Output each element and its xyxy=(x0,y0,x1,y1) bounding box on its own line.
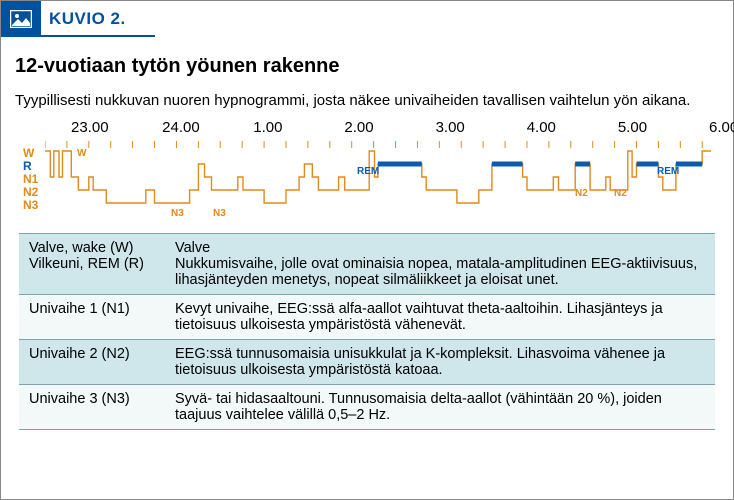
figure-frame: KUVIO 2. 12-vuotiaan tytön yöunen rakenn… xyxy=(0,0,734,500)
svg-text:N3: N3 xyxy=(171,208,184,219)
figure-header: KUVIO 2. xyxy=(1,1,733,37)
stage-label-n3: N3 xyxy=(23,199,38,212)
stage-name-cell: Univaihe 1 (N1) xyxy=(19,295,165,340)
svg-text:N2: N2 xyxy=(614,188,627,199)
hypnogram-chart: 23.0024.001.002.003.004.005.006.00 WRN1N… xyxy=(17,119,717,227)
image-icon xyxy=(1,1,41,37)
stage-name-cell: Valve, wake (W)Vilkeuni, REM (R) xyxy=(19,234,165,295)
content-area: 12-vuotiaan tytön yöunen rakenne Tyypill… xyxy=(1,37,733,440)
stage-desc-cell: Kevyt univaihe, EEG:ssä alfa-aallot vaih… xyxy=(165,295,715,340)
table-row: Univaihe 1 (N1)Kevyt univaihe, EEG:ssä a… xyxy=(19,295,715,340)
svg-text:N3: N3 xyxy=(213,208,226,219)
svg-text:REM: REM xyxy=(657,166,679,177)
figure-title: 12-vuotiaan tytön yöunen rakenne xyxy=(15,55,719,78)
header-underline-slash xyxy=(151,1,175,37)
stage-name-cell: Univaihe 2 (N2) xyxy=(19,340,165,385)
hypnogram-plot: W N3 N3 REM N2 N2 REM xyxy=(45,141,711,219)
stage-definitions-table: Valve, wake (W)Vilkeuni, REM (R)ValveNuk… xyxy=(19,233,715,430)
svg-text:REM: REM xyxy=(357,166,379,177)
time-axis-labels: 23.0024.001.002.003.004.005.006.00 xyxy=(71,119,709,137)
header-underline xyxy=(1,35,155,37)
stage-axis-labels: WRN1N2N3 xyxy=(23,147,38,212)
table-row: Univaihe 3 (N3)Syvä- tai hidasaaltouni. … xyxy=(19,385,715,430)
stage-desc-cell: ValveNukkumisvaihe, jolle ovat ominaisia… xyxy=(165,234,715,295)
table-row: Univaihe 2 (N2)EEG:ssä tunnusomaisia uni… xyxy=(19,340,715,385)
svg-text:W: W xyxy=(77,148,87,159)
stage-desc-cell: Syvä- tai hidasaaltouni. Tunnusomaisia d… xyxy=(165,385,715,430)
stage-name-cell: Univaihe 3 (N3) xyxy=(19,385,165,430)
figure-subtitle: Tyypillisesti nukkuvan nuoren hypnogramm… xyxy=(15,92,719,109)
stage-desc-cell: EEG:ssä tunnusomaisia unisukkulat ja K-k… xyxy=(165,340,715,385)
table-row: Valve, wake (W)Vilkeuni, REM (R)ValveNuk… xyxy=(19,234,715,295)
figure-label: KUVIO 2. xyxy=(41,9,146,29)
svg-text:N2: N2 xyxy=(575,188,588,199)
